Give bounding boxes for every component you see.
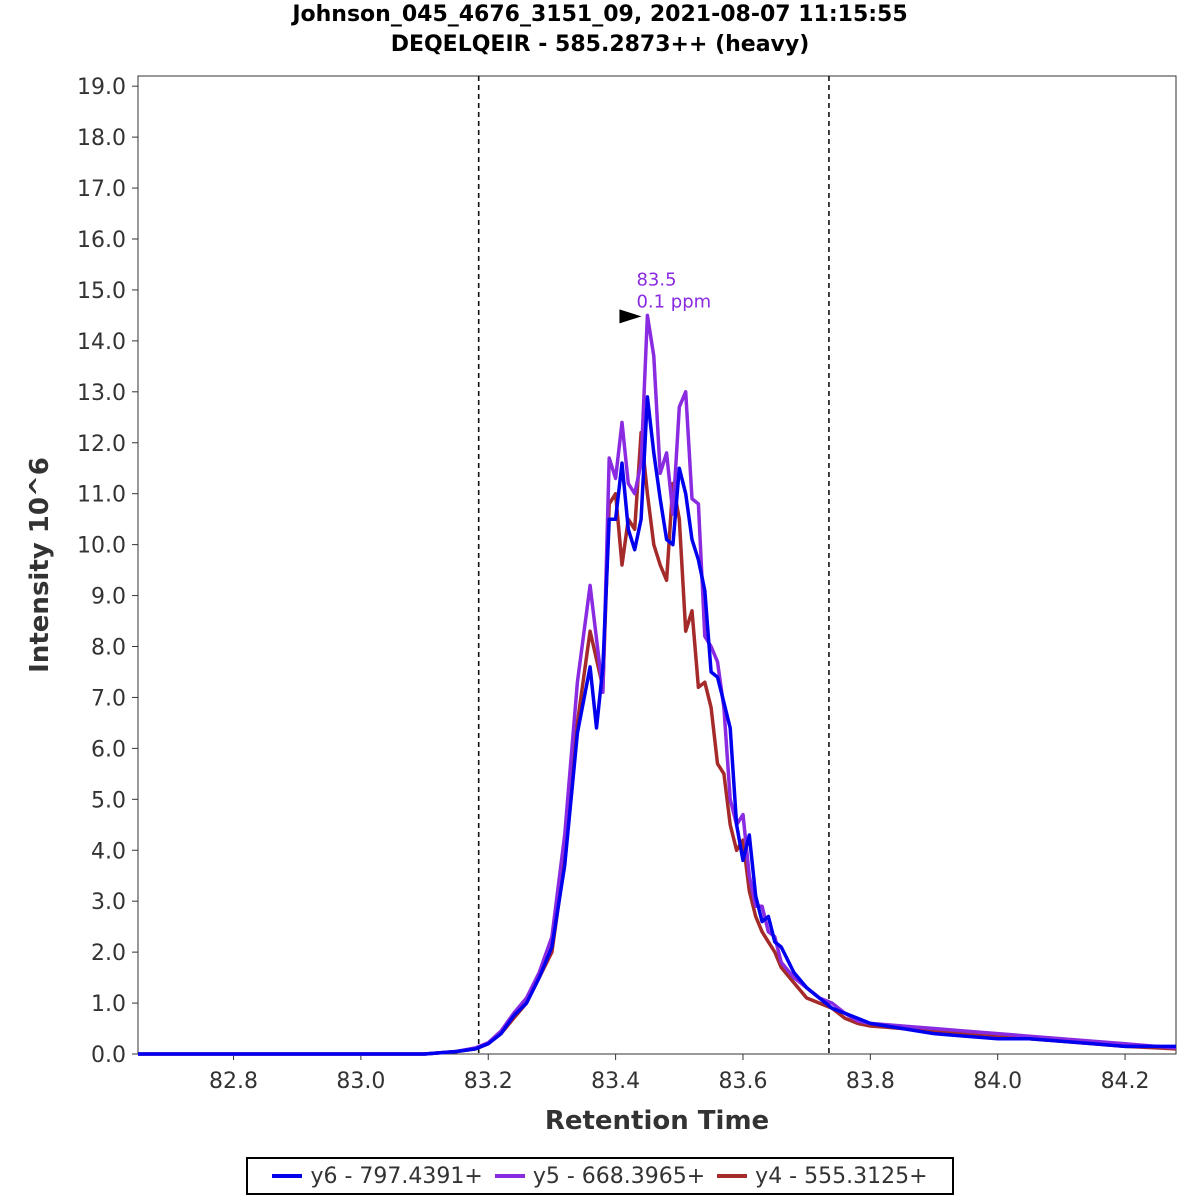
peak-annotation: 83.50.1 ppm — [619, 269, 711, 324]
series-line-y6 — [138, 395, 1176, 1056]
x-tick-label: 83.6 — [718, 1069, 767, 1094]
y-tick-label: 14.0 — [77, 330, 126, 355]
x-tick-label: 84.0 — [973, 1069, 1022, 1094]
legend-item: y5 - 668.3965+ — [494, 1163, 706, 1189]
peak-annotation-label: 0.1 ppm — [636, 291, 711, 312]
y-tick-label: 9.0 — [91, 585, 126, 610]
y-tick-label: 16.0 — [77, 228, 126, 253]
x-tick-label: 83.0 — [336, 1069, 385, 1094]
x-axis-label: Retention Time — [545, 1106, 769, 1136]
plot-frame — [137, 75, 1177, 1055]
y-tick-label: 17.0 — [77, 177, 126, 202]
y-tick-label: 18.0 — [77, 126, 126, 151]
legend-swatch — [717, 1174, 748, 1178]
y-tick-label: 19.0 — [77, 75, 126, 100]
x-tick-label: 83.2 — [464, 1069, 513, 1094]
y-tick-label: 0.0 — [91, 1043, 126, 1068]
legend-swatch — [494, 1174, 525, 1178]
y-tick-label: 5.0 — [91, 788, 126, 813]
y-tick-label: 10.0 — [77, 534, 126, 559]
series-line-y4 — [138, 430, 1177, 1056]
legend-label: y4 - 555.3125+ — [755, 1163, 928, 1189]
x-tick-label: 84.2 — [1101, 1069, 1150, 1094]
y-tick-label: 4.0 — [91, 839, 126, 864]
peak-arrow-icon — [619, 309, 642, 324]
legend-label: y5 - 668.3965+ — [532, 1163, 706, 1189]
y-tick-label: 11.0 — [77, 483, 126, 508]
legend-item: y4 - 555.3125+ — [717, 1163, 928, 1189]
legend-label: y6 - 797.4391+ — [310, 1163, 483, 1189]
legend-item: y6 - 797.4391+ — [272, 1163, 483, 1189]
y-tick-label: 2.0 — [91, 941, 126, 966]
legend-swatch — [272, 1174, 303, 1178]
chart-title: Johnson_045_4676_3151_09, 2021-08-07 11:… — [292, 2, 908, 27]
series-line-y5 — [138, 313, 1177, 1056]
axes: 0.0 1.0 2.0 3.0 4.0 5.0 6.0 7.0 8.0 9.0 10.0 11.0 12… — [77, 75, 1177, 1094]
chart-subtitle: DEQELQEIR - 585.2873++ (heavy) — [390, 32, 810, 57]
y-tick-label: 8.0 — [91, 636, 126, 661]
peak-annotation-label: 83.5 — [636, 269, 676, 290]
y-tick-label: 13.0 — [77, 381, 126, 406]
y-tick-label: 1.0 — [91, 992, 126, 1017]
series-lines — [138, 313, 1177, 1056]
y-tick-label: 15.0 — [77, 279, 126, 304]
y-axis-label: Intensity 10^6 — [25, 457, 55, 673]
y-tick-label: 7.0 — [91, 686, 126, 711]
y-tick-label: 6.0 — [91, 737, 126, 762]
x-tick-label: 83.8 — [846, 1069, 895, 1094]
legend: y6 - 797.4391+ y5 - 668.3965+ y4 - 555.312… — [246, 1157, 954, 1195]
y-tick-label: 12.0 — [77, 432, 126, 457]
y-tick-label: 3.0 — [91, 890, 126, 915]
x-tick-label: 83.4 — [591, 1069, 640, 1094]
x-tick-label: 82.8 — [209, 1069, 258, 1094]
